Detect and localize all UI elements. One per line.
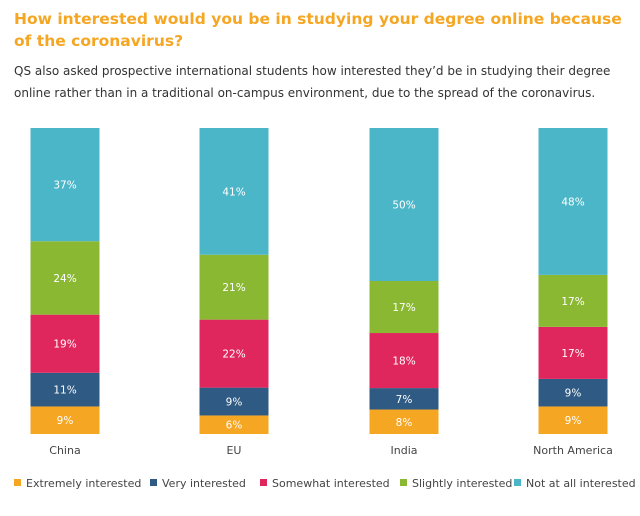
- bar-north-america-not-at-all-interested: [538, 128, 608, 275]
- category-label-china: China: [49, 444, 80, 457]
- bar-india-not-at-all-interested: [369, 128, 439, 281]
- legend-swatch-not-at-all-interested: [514, 479, 521, 486]
- bar-china-not-at-all-interested: [30, 128, 100, 242]
- stacked-bar-chart: 9% 11% 19% 24% 37% China 6% 9% 22% 21% 41% EU 8% 7% 18…: [30, 128, 613, 457]
- data-label-north-america-not-at-all-interested: 48%: [561, 196, 584, 208]
- bar-china-somewhat-interested: [30, 314, 100, 373]
- data-label-india-slightly-interested: 17%: [392, 302, 415, 314]
- data-label-china-not-at-all-interested: 37%: [53, 180, 76, 192]
- data-label-north-america-slightly-interested: 17%: [561, 296, 584, 308]
- category-label-india: India: [391, 444, 418, 457]
- bar-eu-slightly-interested: [199, 254, 269, 320]
- bar-india-somewhat-interested: [369, 333, 439, 389]
- data-label-china-slightly-interested: 24%: [53, 273, 76, 285]
- chart-title: How interested would you be in studying …: [14, 10, 622, 50]
- legend-swatch-extremely-interested: [14, 479, 21, 486]
- data-label-china-very-interested: 11%: [53, 385, 76, 397]
- bar-india-extremely-interested: [369, 409, 439, 434]
- chart-legend: Extremely interested Very interested Somew…: [14, 476, 640, 492]
- bar-north-america-very-interested: [538, 378, 608, 407]
- bar-india-very-interested: [369, 388, 439, 410]
- legend-item-very-interested: Very interested: [150, 476, 246, 492]
- legend-label-very-interested: Very interested: [162, 477, 246, 490]
- legend-label-somewhat-interested: Somewhat interested: [272, 477, 390, 490]
- bar-eu-somewhat-interested: [199, 319, 269, 388]
- data-label-china-somewhat-interested: 19%: [53, 339, 76, 351]
- bar-china-very-interested: [30, 372, 100, 407]
- data-label-north-america-very-interested: 9%: [565, 388, 582, 400]
- legend-label-extremely-interested: Extremely interested: [26, 477, 142, 490]
- data-label-north-america-somewhat-interested: 17%: [561, 348, 584, 360]
- bar-india-slightly-interested: [369, 281, 439, 334]
- data-label-north-america-extremely-interested: 9%: [565, 415, 582, 427]
- data-label-eu-slightly-interested: 21%: [222, 282, 245, 294]
- legend-swatch-somewhat-interested: [260, 479, 267, 486]
- bar-north-america-slightly-interested: [538, 274, 608, 327]
- data-label-eu-extremely-interested: 6%: [226, 420, 243, 432]
- legend-label-slightly-interested: Slightly interested: [412, 477, 513, 490]
- data-label-eu-very-interested: 9%: [226, 397, 243, 409]
- data-label-eu-not-at-all-interested: 41%: [222, 186, 245, 198]
- data-label-india-extremely-interested: 8%: [396, 417, 413, 429]
- data-label-india-somewhat-interested: 18%: [392, 356, 415, 368]
- bar-eu-extremely-interested: [199, 415, 269, 434]
- bar-north-america-extremely-interested: [538, 406, 608, 434]
- bar-china-extremely-interested: [30, 406, 100, 434]
- data-label-india-not-at-all-interested: 50%: [392, 200, 415, 212]
- chart-subtitle: QS also asked prospective international …: [14, 64, 611, 100]
- data-label-china-extremely-interested: 9%: [57, 415, 74, 427]
- bar-eu-very-interested: [199, 387, 269, 416]
- data-label-india-very-interested: 7%: [396, 394, 413, 406]
- legend-swatch-slightly-interested: [400, 479, 407, 486]
- category-label-eu: EU: [226, 444, 241, 457]
- legend-item-slightly-interested: Slightly interested: [400, 476, 512, 492]
- legend-label-not-at-all-interested: Not at all interested: [526, 477, 636, 490]
- category-label-north-america: North America: [533, 444, 613, 457]
- bar-north-america-somewhat-interested: [538, 326, 608, 379]
- legend-item-extremely-interested: Extremely interested: [14, 476, 141, 492]
- legend-item-not-at-all-interested: Not at all interested: [514, 476, 636, 492]
- data-label-eu-somewhat-interested: 22%: [222, 349, 245, 361]
- bar-china-slightly-interested: [30, 241, 100, 315]
- legend-item-somewhat-interested: Somewhat interested: [260, 476, 390, 492]
- legend-swatch-very-interested: [150, 479, 157, 486]
- bar-eu-not-at-all-interested: [199, 128, 269, 255]
